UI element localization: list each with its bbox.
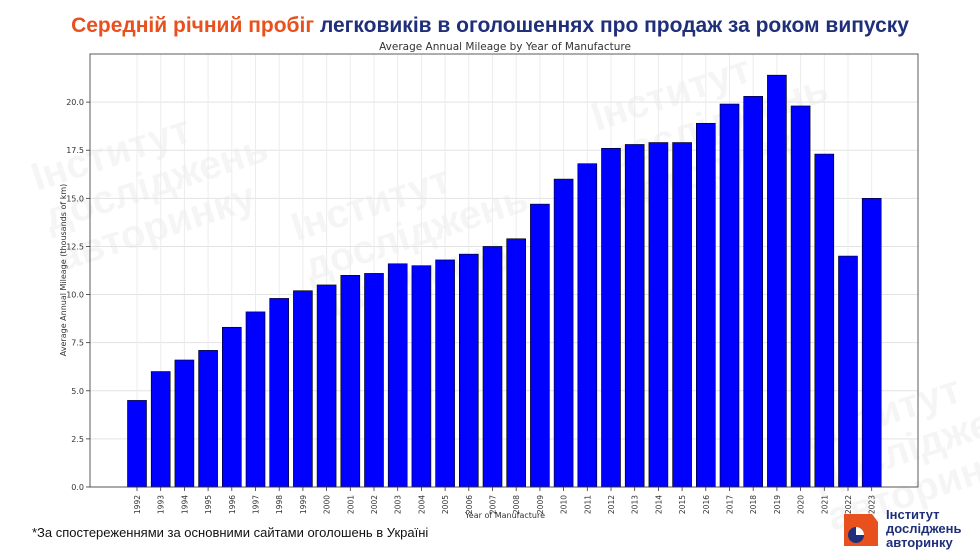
x-tick-label: 1995 <box>204 495 213 514</box>
bar-1998 <box>269 298 290 488</box>
x-tick-label: 1994 <box>180 495 189 514</box>
x-tick-label: 2005 <box>441 495 450 514</box>
brand-line: досліджень <box>886 521 962 536</box>
x-tick-label: 2014 <box>654 495 663 514</box>
bar-2021 <box>814 153 835 488</box>
x-tick-label: 2018 <box>749 495 758 514</box>
axes <box>89 53 919 488</box>
bar-1999 <box>293 290 313 488</box>
bar-2013 <box>624 144 645 488</box>
x-tick-label: 2022 <box>844 495 853 514</box>
x-tick-label: 2023 <box>868 495 877 514</box>
bar-2015 <box>672 142 692 488</box>
bar-2023 <box>861 198 882 488</box>
bar-2019 <box>767 74 787 488</box>
bar-2014 <box>648 142 669 488</box>
bar-2018 <box>743 96 764 488</box>
y-axis-label: Average Annual Mileage (thousands of km) <box>59 184 68 356</box>
brand-line: авторинку <box>886 535 953 550</box>
bar-2001 <box>340 275 361 488</box>
x-tick-label: 2006 <box>465 495 474 514</box>
x-tick-label: 2017 <box>726 495 735 514</box>
y-tick-label: 5.0 <box>71 387 84 396</box>
bar-2022 <box>838 255 858 488</box>
x-tick-label: 1993 <box>157 495 166 514</box>
x-tick-label: 2012 <box>607 495 616 514</box>
bar-2002 <box>364 273 384 488</box>
y-tick-label: 0.0 <box>71 483 84 492</box>
y-tick-label: 2.5 <box>71 435 84 444</box>
chart-headline: Середній річний пробіг легковиків в огол… <box>0 14 980 38</box>
bar-1992 <box>127 400 147 488</box>
x-tick-label: 2016 <box>702 495 711 514</box>
bar-2008 <box>506 238 527 488</box>
bar-2000 <box>316 284 337 488</box>
x-tick-label: 2015 <box>678 495 687 514</box>
footnote: *За спостереженнями за основними сайтами… <box>32 525 429 540</box>
bar-2004 <box>411 265 432 488</box>
chart-title: Average Annual Mileage by Year of Manufa… <box>379 41 631 53</box>
bar-2017 <box>719 103 740 488</box>
bar-2010 <box>553 178 574 488</box>
x-tick-label: 2013 <box>631 495 640 514</box>
y-tick-labels: 0.0 2.5 5.0 7.5 10.0 12.5 15.0 17.5 20.0 <box>66 98 90 492</box>
bar-1993 <box>150 371 171 488</box>
bar-2012 <box>601 147 621 488</box>
y-tick-label: 15.0 <box>66 194 84 203</box>
y-tick-label: 7.5 <box>71 339 84 348</box>
x-tick-label: 1997 <box>252 495 261 514</box>
y-tick-label: 20.0 <box>66 98 84 107</box>
x-tick-label: 2011 <box>583 495 592 514</box>
brand-name: Інститут досліджень авторинку <box>886 508 962 550</box>
bar-2005 <box>435 259 455 488</box>
y-tick-label: 10.0 <box>66 291 84 300</box>
x-tick-label: 1996 <box>228 495 237 514</box>
x-tick-label: 2021 <box>820 495 829 514</box>
x-tick-label: 1992 <box>133 495 142 514</box>
brand-logo: Інститут досліджень авторинку <box>842 506 974 552</box>
bar-2016 <box>695 122 716 488</box>
x-tick-label: 2020 <box>797 495 806 514</box>
bar-1996 <box>222 326 242 488</box>
x-tick-label: 2001 <box>346 495 355 514</box>
bar-1994 <box>174 359 195 488</box>
bar-1995 <box>198 350 218 488</box>
bar-2020 <box>790 105 811 488</box>
x-tick-label: 2000 <box>323 495 332 514</box>
bar-2009 <box>530 203 550 488</box>
headline-accent: Середній річний пробіг <box>71 14 315 37</box>
y-tick-label: 12.5 <box>66 242 84 251</box>
bar-2006 <box>458 253 479 488</box>
brand-mark-icon <box>844 514 878 546</box>
x-tick-label: 2019 <box>773 495 782 514</box>
x-tick-label: 2008 <box>512 495 521 514</box>
brand-line: Інститут <box>886 507 940 522</box>
plot-frame <box>89 53 919 488</box>
bar-2011 <box>577 163 598 488</box>
bar-2003 <box>387 263 408 488</box>
bar-1997 <box>245 311 266 488</box>
bar-2007 <box>482 246 503 488</box>
headline-rest: легковиків в оголошеннях про продаж за р… <box>319 14 909 37</box>
x-tick-label: 2002 <box>370 495 379 514</box>
x-tick-labels: 1992 1993 1994 1995 1996 1997 1998 1999 2000 2001… <box>133 487 877 514</box>
x-tick-label: 2010 <box>560 495 569 514</box>
x-tick-label: 2004 <box>417 495 426 514</box>
x-tick-label: 1998 <box>275 495 284 514</box>
x-tick-label: 2003 <box>394 495 403 514</box>
x-axis-label: Year of Manufacture <box>464 511 545 520</box>
x-tick-label: 2007 <box>489 495 498 514</box>
bar-series <box>127 74 882 488</box>
x-tick-label: 1999 <box>299 495 308 514</box>
x-tick-label: 2009 <box>536 495 545 514</box>
y-tick-label: 17.5 <box>66 146 84 155</box>
